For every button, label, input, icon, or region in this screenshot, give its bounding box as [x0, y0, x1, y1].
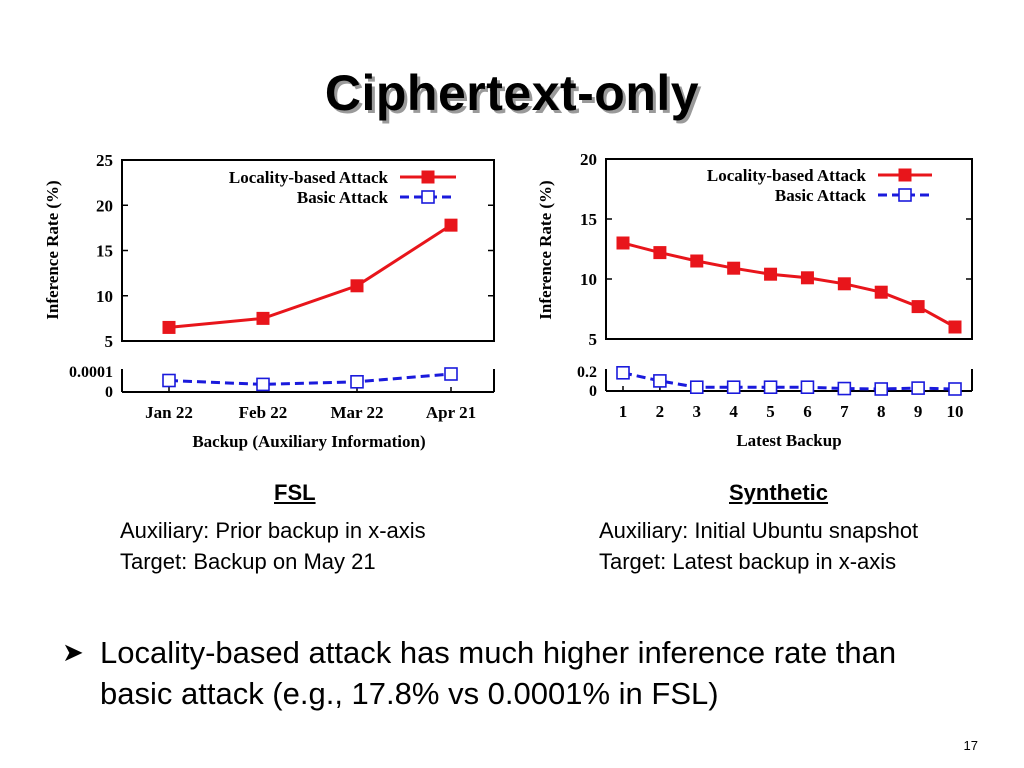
- fsl-chart: 5 10 15 20 25 0.0001 0 Jan 22 Feb 22 Mar 22 Apr 21…: [43, 151, 495, 451]
- synthetic-locality-point: [616, 236, 630, 250]
- fsl-locality-point: [350, 279, 364, 293]
- synthetic-basic-point: [763, 380, 778, 395]
- fsl-basic-point: [444, 367, 458, 381]
- synthetic-ytick-label: 20: [580, 150, 597, 169]
- synthetic-xtick-label: 6: [803, 402, 812, 421]
- synthetic-xtick-label: 9: [914, 402, 923, 421]
- fsl-ytick-label: 15: [96, 242, 113, 261]
- fsl-basic-point: [162, 373, 176, 388]
- synthetic-basic-point: [726, 380, 741, 395]
- fsl-caption-heading: FSL: [274, 480, 316, 505]
- synthetic-basic-line: [622, 371, 956, 391]
- fsl-legend-locality-marker: [421, 170, 435, 184]
- synthetic-lower-ytick-label-top: 0.2: [577, 364, 597, 381]
- fsl-legend-locality-label: Locality-based Attack: [229, 168, 389, 187]
- synthetic-xtick-label: 3: [693, 402, 702, 421]
- synthetic-legend-locality-label: Locality-based Attack: [707, 166, 867, 185]
- fsl-xtick-label: Apr 21: [426, 403, 476, 422]
- synthetic-xtick-label: 2: [656, 402, 665, 421]
- page-number: 17: [963, 738, 978, 753]
- synthetic-chart: 5 10 15 20 0.2 0 1 2 3 4 5 6 7 8 9 10 Latest Backup Infer…: [536, 150, 973, 450]
- synthetic-basic-point: [616, 365, 630, 380]
- synthetic-locality-point: [837, 277, 851, 291]
- synthetic-legend-basic-marker: [898, 188, 912, 202]
- fsl-basic-point: [350, 374, 364, 389]
- synthetic-legend-basic-label: Basic Attack: [775, 186, 867, 205]
- synthetic-basic-point: [800, 380, 815, 395]
- synthetic-xtick-label: 5: [766, 402, 775, 421]
- synthetic-locality-point: [911, 300, 925, 314]
- fsl-ytick-label: 10: [96, 287, 113, 306]
- fsl-legend-basic-marker: [421, 190, 435, 204]
- bullet-text: Locality-based attack has much higher in…: [100, 635, 897, 711]
- fsl-legend-basic-label: Basic Attack: [297, 188, 389, 207]
- synthetic-locality-line: [622, 241, 956, 329]
- slide-title: Ciphertext-only: [324, 65, 700, 121]
- fsl-locality-line: [168, 223, 452, 329]
- synthetic-upper-plot-frame: [605, 158, 973, 340]
- fsl-lower-ytick-label-top: 0.0001: [69, 364, 113, 381]
- synthetic-locality-point: [874, 285, 888, 299]
- synthetic-ytick-label: 15: [580, 210, 597, 229]
- synthetic-basic-point: [689, 380, 704, 395]
- fsl-locality-point: [444, 218, 458, 232]
- synthetic-caption-target: Target: Latest backup in x-axis: [599, 549, 897, 574]
- fsl-basic-line: [168, 372, 452, 386]
- synthetic-caption-auxiliary: Auxiliary: Initial Ubuntu snapshot: [599, 518, 919, 543]
- fsl-locality-point: [256, 311, 270, 325]
- synthetic-basic-point: [948, 382, 962, 396]
- synthetic-ytick-label: 5: [589, 330, 598, 349]
- fsl-ytick-label: 25: [96, 151, 113, 170]
- fsl-ytick-label: 20: [96, 196, 113, 215]
- fsl-basic-point: [256, 377, 270, 392]
- fsl-x-axis-label: Backup (Auxiliary Information): [192, 432, 425, 451]
- fsl-xtick-label: Jan 22: [145, 403, 193, 422]
- synthetic-locality-point: [948, 320, 962, 334]
- synthetic-basic-point: [837, 381, 852, 396]
- synthetic-xtick-label: 1: [619, 402, 628, 421]
- synthetic-legend-locality-marker: [898, 168, 912, 182]
- fsl-lower-ytick-label-zero: 0: [105, 384, 113, 401]
- fsl-caption-auxiliary: Auxiliary: Prior backup in x-axis: [120, 518, 426, 543]
- synthetic-y-axis-label: Inference Rate (%): [536, 180, 555, 319]
- fsl-y-axis-label: Inference Rate (%): [43, 180, 62, 319]
- fsl-ytick-label: 5: [105, 332, 114, 351]
- synthetic-xtick-label: 10: [947, 402, 964, 421]
- synthetic-locality-point: [690, 254, 704, 268]
- synthetic-basic-point: [874, 382, 889, 396]
- arrow-bullet-icon: ➤: [62, 637, 84, 667]
- synthetic-xtick-label: 4: [729, 402, 738, 421]
- synthetic-locality-point: [653, 246, 667, 260]
- synthetic-locality-point: [800, 271, 814, 285]
- synthetic-basic-point: [911, 381, 925, 395]
- synthetic-xtick-label: 8: [877, 402, 886, 421]
- synthetic-ytick-label: 10: [580, 270, 597, 289]
- synthetic-lower-ytick-label-zero: 0: [589, 383, 597, 400]
- synthetic-xtick-label: 7: [840, 402, 849, 421]
- synthetic-locality-point: [764, 267, 778, 281]
- fsl-locality-point: [162, 320, 176, 334]
- fsl-xtick-label: Feb 22: [239, 403, 288, 422]
- fsl-xtick-label: Mar 22: [330, 403, 383, 422]
- fsl-caption-target: Target: Backup on May 21: [120, 549, 376, 574]
- synthetic-basic-point: [653, 374, 667, 388]
- synthetic-x-axis-label: Latest Backup: [736, 431, 841, 450]
- synthetic-caption-heading: Synthetic: [729, 480, 829, 505]
- synthetic-locality-point: [727, 261, 741, 275]
